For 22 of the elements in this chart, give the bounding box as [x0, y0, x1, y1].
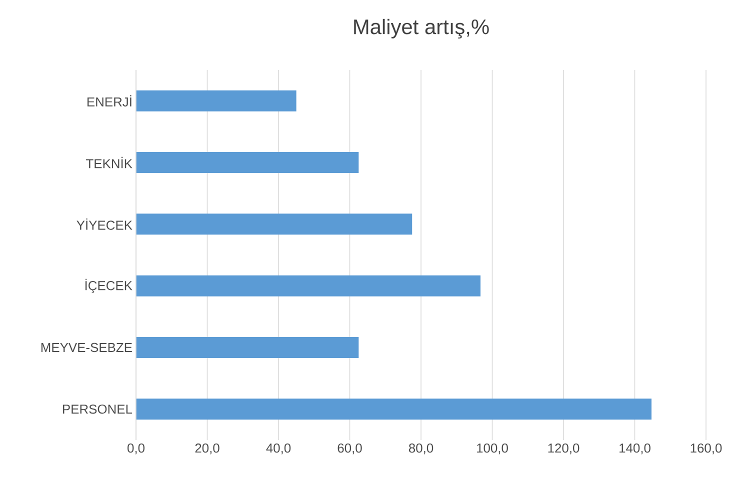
bar — [136, 275, 480, 296]
x-tick-label: 80,0 — [408, 444, 434, 454]
y-tick-label: MEYVE-SEBZE — [41, 342, 132, 352]
y-tick-label: ENERJİ — [87, 95, 132, 107]
x-tick-label: 40,0 — [266, 444, 291, 454]
x-tick-label: 20,0 — [195, 444, 220, 454]
y-tick-label: PERSONEL — [63, 404, 132, 414]
x-tick-label: 140,0 — [620, 444, 650, 454]
x-tick-label: 60,0 — [338, 444, 362, 454]
chart-title: Maliyet artış,% — [354, 18, 489, 38]
bar — [136, 152, 359, 173]
x-tick-label: 160,0 — [690, 444, 722, 454]
bar — [136, 398, 652, 420]
y-tick-label: TEKNİK — [86, 156, 132, 168]
y-tick-label: İÇECEK — [85, 278, 132, 293]
bar — [136, 336, 359, 358]
x-tick-label: 100,0 — [477, 444, 508, 454]
x-tick-label: 120,0 — [548, 444, 580, 454]
y-tick-label: YİYECEK — [76, 218, 132, 230]
bar — [136, 214, 412, 235]
bar — [136, 90, 296, 112]
x-tick-label: 0,0 — [128, 444, 145, 454]
